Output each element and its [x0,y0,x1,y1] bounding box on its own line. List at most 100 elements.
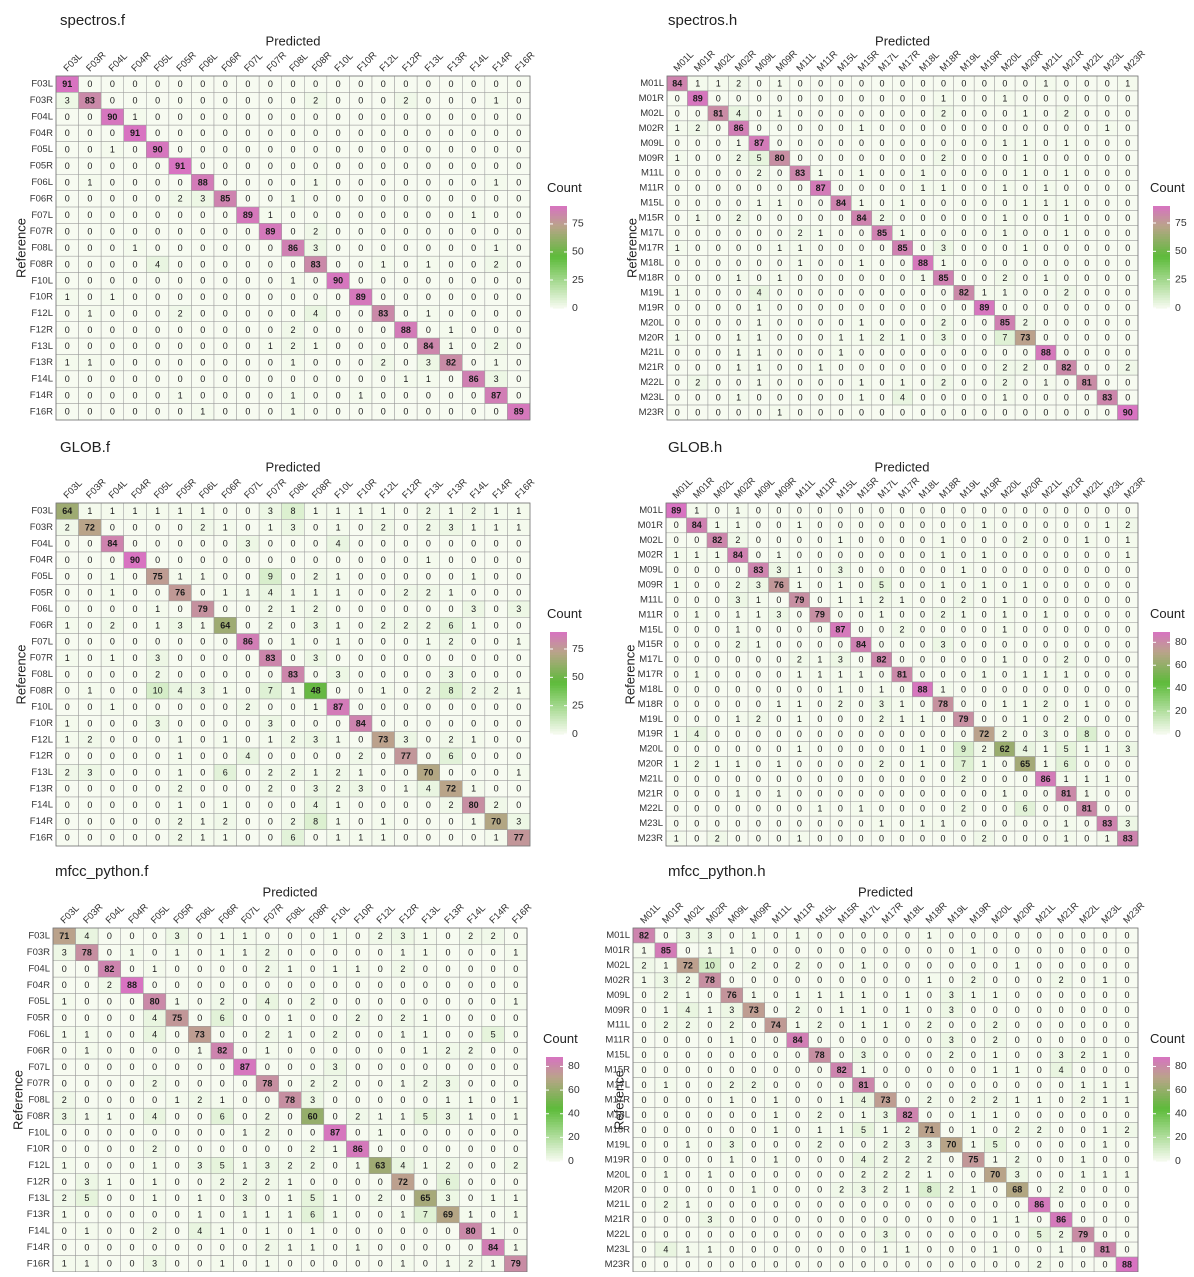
cell-value-label: 0 [245,522,250,532]
cell-value-label: 0 [941,198,946,208]
cell-value-label: 0 [336,390,341,400]
cell-value-label: 0 [494,604,499,614]
cell-value-label: 0 [200,112,205,122]
cell-value-label: 0 [223,669,228,679]
cell-value-label: 0 [798,348,803,358]
cell-value-label: 0 [178,522,183,532]
x-tick-label: M02R [732,475,758,501]
cell-value-label: 0 [1105,333,1110,343]
cell-value-label: 0 [735,833,740,843]
cell-value-label: 1 [448,341,453,351]
cell-value-label: 0 [1043,595,1048,605]
cell-value-label: 0 [355,1078,360,1088]
cell-value-label: 0 [982,565,987,575]
cell-value-label: 0 [798,108,803,118]
y-tick-label: F14L [31,800,53,811]
cell-value-label: 0 [448,374,453,384]
cell-value-label: 0 [1064,123,1069,133]
cell-value-label: 0 [675,258,680,268]
y-axis-title: Reference [624,218,639,278]
cell-value-label: 0 [197,980,202,990]
cell-value-label: 0 [471,833,476,843]
cell-value-label: 0 [400,1144,405,1154]
cell-value-label: 0 [756,789,761,799]
cell-value-label: 89 [356,292,366,302]
cell-value-label: 1 [287,964,292,974]
cell-value-label: 1 [982,550,987,560]
cell-value-label: 0 [880,198,885,208]
cell-value-label: 8 [313,816,318,826]
cell-value-label: 0 [471,539,476,549]
cell-value-label: 0 [675,93,680,103]
cell-value-label: 0 [381,407,386,417]
cell-value-label: 0 [197,1111,202,1121]
cell-value-label: 0 [223,637,228,647]
cell-value-label: 0 [798,198,803,208]
y-tick-label: F13L [28,1193,50,1204]
cell-value-label: 0 [900,93,905,103]
cell-value-label: 2 [445,1160,450,1170]
cell-value-label: 0 [223,276,228,286]
cell-value-label: 1 [516,686,521,696]
cell-value-label: 0 [223,784,228,794]
cell-value-label: 0 [358,95,363,105]
cell-value-label: 0 [110,718,115,728]
cell-value-label: 0 [674,595,679,605]
cell-value-label: 0 [152,1046,157,1056]
cell-value-label: 0 [313,522,318,532]
cell-value-label: 2 [223,816,228,826]
cell-value-label: 0 [715,789,720,799]
x-tick-label: M01L [672,50,697,75]
cell-value-label: 0 [381,604,386,614]
cell-value-label: 0 [178,128,183,138]
cell-value-label: 0 [197,1078,202,1088]
cell-value-label: 0 [1064,505,1069,515]
cell-value-label: 0 [1084,669,1089,679]
cell-value-label: 0 [961,819,966,829]
cell-value-label: 1 [1023,198,1028,208]
cell-value-label: 0 [381,145,386,155]
cell-value-label: 0 [178,555,183,565]
cell-value-label: 2 [1064,108,1069,118]
cell-value-label: 1 [675,333,680,343]
legend-tick-label: 80 [1175,636,1187,648]
cell-value-label: 3 [448,522,453,532]
cell-value-label: 0 [290,539,295,549]
cell-value-label: 1 [777,407,782,417]
cell-value-label: 0 [400,997,405,1007]
cell-value-label: 0 [757,243,762,253]
cell-value-label: 0 [675,273,680,283]
cell-value-label: 81 [1082,804,1092,814]
cell-value-label: 0 [62,1144,67,1154]
cell-value-label: 2 [468,931,473,941]
cell-value-label: 1 [336,571,341,581]
cell-value-label: 0 [1043,535,1048,545]
cell-value-label: 0 [471,308,476,318]
y-tick-label: M02R [638,550,663,561]
cell-value-label: 0 [1125,93,1130,103]
cell-value-label: 0 [268,555,273,565]
cell-value-label: 0 [381,194,386,204]
cell-value-label: 0 [1125,640,1130,650]
cell-value-label: 0 [982,392,987,402]
cell-value-label: 0 [941,348,946,358]
cell-value-label: 0 [838,759,843,769]
y-tick-label: F07L [31,636,53,647]
cell-value-label: 4 [313,800,318,810]
cell-value-label: 0 [817,505,822,515]
y-tick-label: F05L [31,144,53,155]
cell-value-label: 1 [1064,213,1069,223]
cell-value-label: 0 [839,303,844,313]
x-tick-label: M19R [978,475,1004,501]
cell-value-label: 1 [982,669,987,679]
cell-value-label: 0 [336,79,341,89]
cell-value-label: 0 [107,931,112,941]
cell-value-label: 0 [961,153,966,163]
cell-value-label: 0 [777,377,782,387]
cell-value-label: 1 [87,686,92,696]
cell-value-label: 0 [1084,258,1089,268]
cell-value-label: 0 [1084,625,1089,635]
cell-value-label: 0 [982,625,987,635]
cell-value-label: 0 [513,980,518,990]
cell-value-label: 0 [84,1095,89,1105]
